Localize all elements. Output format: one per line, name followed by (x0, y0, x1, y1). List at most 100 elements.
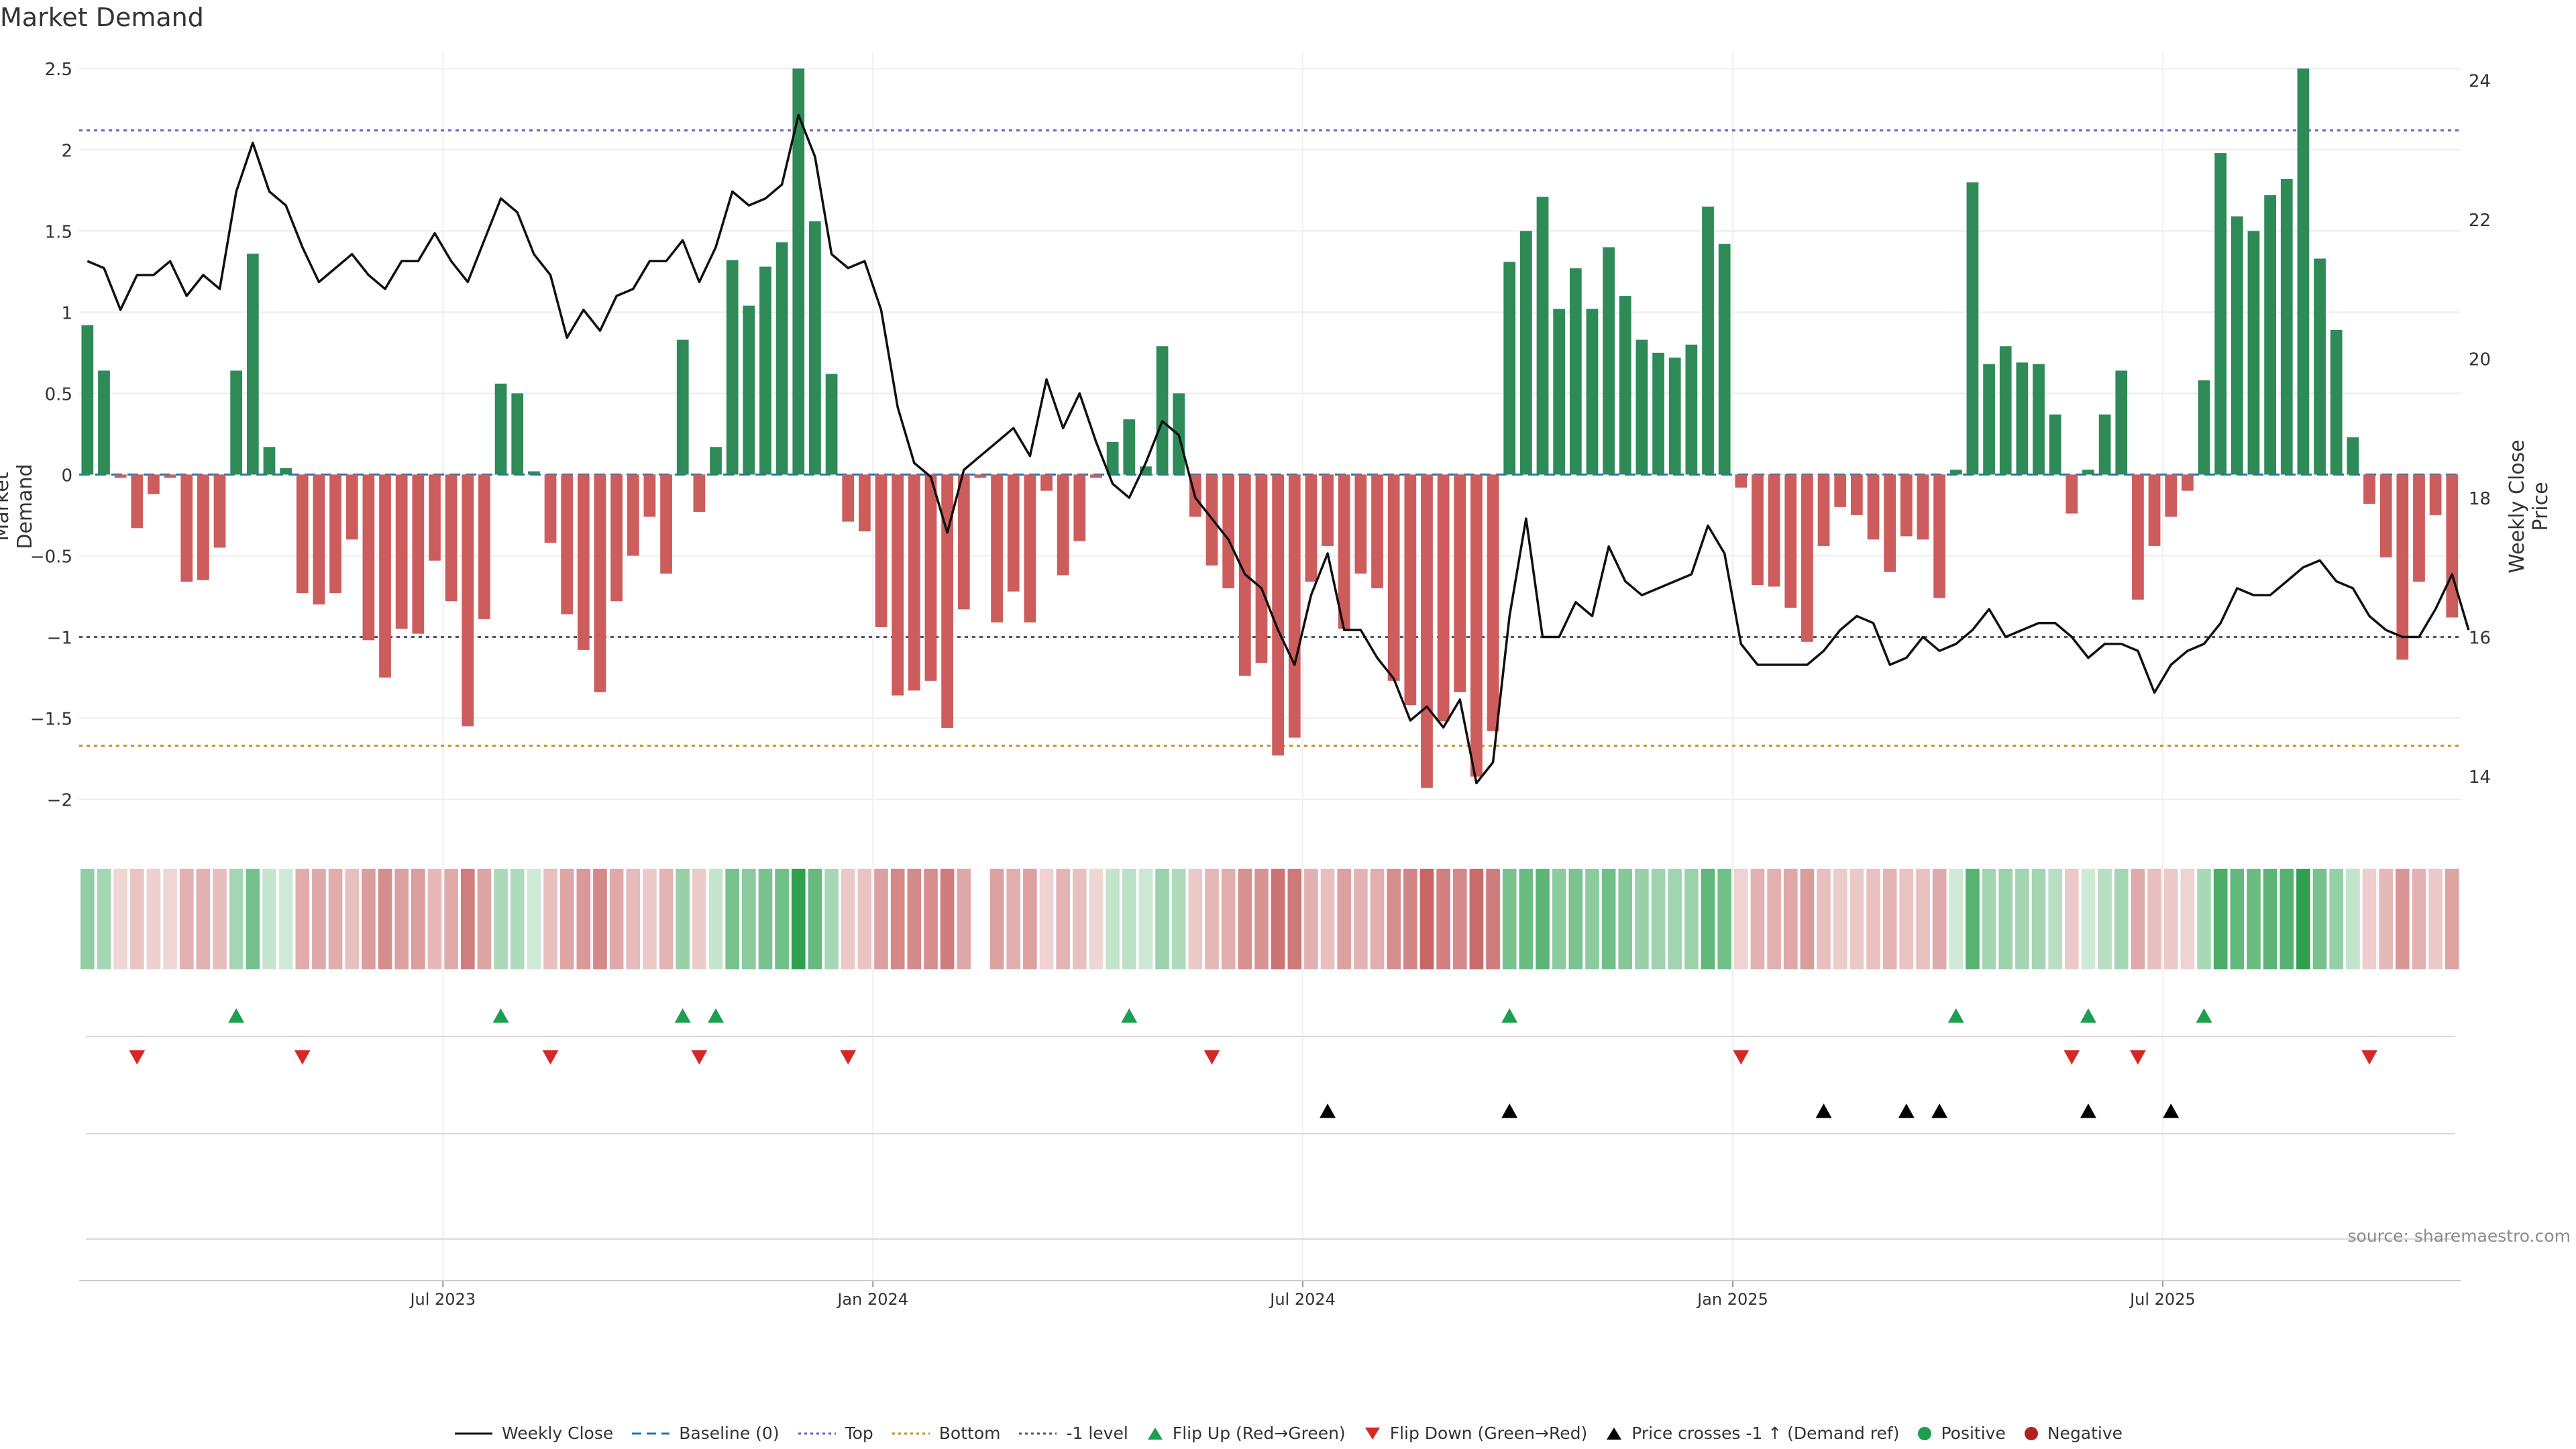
heat-strip-cell (1254, 869, 1269, 969)
legend-label: Baseline (0) (679, 1424, 780, 1443)
demand-bar-positive (2330, 329, 2343, 475)
demand-bar-negative (1851, 474, 1863, 515)
demand-bar-negative (1288, 474, 1301, 738)
y-tick-label: −1.5 (30, 710, 72, 730)
demand-bar-negative (345, 474, 358, 540)
heat-strip-cell (2329, 869, 2344, 969)
heat-strip-cell (1188, 869, 1203, 969)
demand-bar-positive (1668, 358, 1681, 475)
demand-bar-negative (610, 474, 623, 602)
heat-strip-cell (129, 869, 144, 969)
legend-label: Price crosses -1 ↑ (Demand ref) (1631, 1424, 1900, 1443)
x-tick-label: Jul 2024 (1269, 1290, 1336, 1309)
heat-strip-cell (1767, 869, 1781, 969)
y2-tick-label: 16 (2469, 629, 2491, 649)
demand-bar-negative (114, 474, 127, 478)
heat-strip-cell (1337, 869, 1352, 969)
demand-bar-positive (98, 370, 110, 475)
flip-up-marker (2196, 1008, 2212, 1023)
heat-strip-cell (1552, 869, 1566, 969)
heat-strip-cell (2098, 869, 2112, 969)
heat-strip-cell (1882, 869, 1897, 969)
demand-bar-negative (1867, 474, 1880, 540)
demand-bar-positive (2082, 470, 2094, 475)
legend-label: Positive (1941, 1424, 2006, 1443)
event-markers (86, 1008, 2455, 1240)
legend-label: Flip Up (Red→Green) (1172, 1424, 1346, 1443)
heat-strip-cell (775, 869, 789, 969)
heat-strip-cell (527, 869, 541, 969)
x-tick-label: Jan 2024 (836, 1290, 908, 1309)
demand-bar-positive (1503, 262, 1516, 475)
heat-strip-cell (2296, 869, 2310, 969)
heat-strip-cell (394, 869, 409, 969)
heat-strip-cell (989, 869, 1004, 969)
demand-bar-negative (1933, 474, 1945, 598)
heat-strip-cell (576, 869, 591, 969)
flip-down-marker (129, 1050, 146, 1065)
demand-bar-negative (2396, 474, 2409, 660)
source-credit: source: sharemaestro.com (2347, 1226, 2571, 1246)
heat-strip-cell (262, 869, 276, 969)
demand-bar-positive (1603, 247, 1615, 475)
price-cross-marker (1815, 1104, 1832, 1118)
legend-label: Flip Down (Green→Red) (1389, 1424, 1588, 1443)
heat-strip-cell (312, 869, 326, 969)
demand-bar-negative (1272, 474, 1284, 756)
heat-strip-cell (1536, 869, 1550, 969)
flip-down-marker (691, 1050, 708, 1065)
heat-strip-cell (196, 869, 211, 969)
legend-item-negative: Negative (2023, 1424, 2123, 1443)
heat-strip-cell (378, 869, 392, 969)
demand-bar-positive (1718, 244, 1731, 475)
y2-tick-label: 14 (2469, 767, 2491, 788)
circle-icon (2024, 1426, 2038, 1440)
demand-bar-negative (1338, 474, 1350, 629)
heat-strip-cell (1419, 869, 1434, 969)
demand-bar-negative (2148, 474, 2161, 546)
demand-bar-positive (1619, 296, 1631, 475)
heat-strip-cell (2147, 869, 2161, 969)
heat-strip-cell (1866, 869, 1880, 969)
legend-label: Weekly Close (501, 1424, 614, 1443)
demand-bar-positive (1156, 346, 1169, 475)
demand-bar-negative (1917, 474, 1929, 540)
heat-strip-cell (1783, 869, 1798, 969)
heat-strip-cell (345, 869, 360, 969)
heat-strip-cell (1982, 869, 1996, 969)
heat-strip-cell (2263, 869, 2277, 969)
demand-bar-positive (2049, 414, 2061, 475)
demand-bar-positive (2347, 437, 2359, 475)
demand-bar-negative (329, 474, 341, 594)
demand-bar-negative (1801, 474, 1813, 642)
legend-dot-swatch-icon (892, 1432, 930, 1434)
flip-up-marker (1947, 1008, 1964, 1023)
weekly-close-line (87, 113, 2470, 785)
legend-item-neg1: -1 level (1018, 1424, 1128, 1443)
heat-strip-cell (179, 869, 194, 969)
demand-bar-negative (957, 474, 970, 610)
heat-strip-cell (2015, 869, 2029, 969)
legend-dot-swatch-icon (798, 1432, 836, 1434)
demand-bar-positive (511, 393, 524, 475)
heat-strip-cell (1618, 869, 1633, 969)
demand-bar-negative (1354, 474, 1367, 574)
heat-strip-cell (1734, 869, 1748, 969)
heat-strip-cell (2428, 869, 2443, 969)
heat-strip-cell (1436, 869, 1450, 969)
legend-dash-swatch-icon (632, 1432, 670, 1434)
price-cross-marker (1898, 1104, 1915, 1118)
y-tick-label: −2 (47, 791, 72, 811)
demand-bar-negative (362, 474, 375, 641)
demand-bar-positive (792, 68, 805, 475)
heat-strip-cell (609, 869, 624, 969)
legend-item-flip-up: Flip Up (Red→Green) (1146, 1424, 1346, 1443)
heat-strip-cell (1073, 869, 1087, 969)
demand-bar-positive (743, 305, 755, 475)
y-tick-label: 1 (61, 303, 72, 323)
heat-strip-cell (1849, 869, 1864, 969)
demand-bar-negative (131, 474, 144, 529)
demand-bar-positive (2297, 68, 2310, 475)
legend-label: Negative (2047, 1424, 2123, 1443)
